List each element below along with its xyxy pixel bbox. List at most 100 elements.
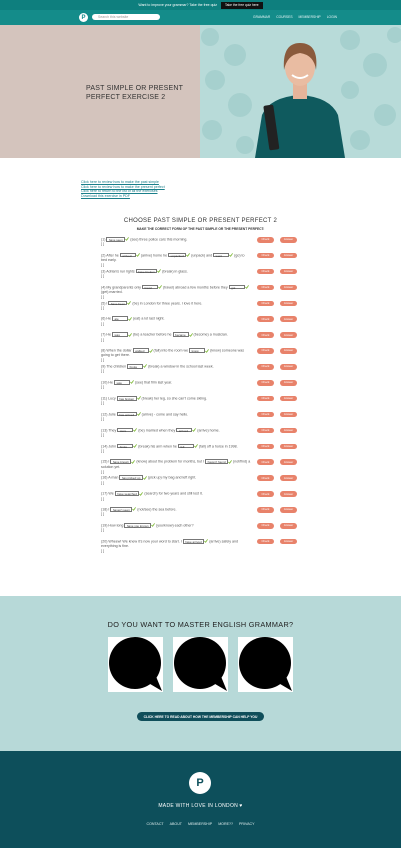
answer-input[interactable]: went bbox=[213, 252, 230, 258]
answer-input[interactable]: were bbox=[117, 427, 134, 433]
question-button[interactable]: Check bbox=[257, 316, 274, 322]
question-button[interactable]: Check bbox=[257, 538, 274, 545]
question-button[interactable]: Answer bbox=[280, 491, 297, 497]
answer-input[interactable]: haven't seen bbox=[110, 507, 133, 512]
answer-input[interactable]: have searched bbox=[114, 491, 140, 496]
question: (19) How long have you known (you/know) … bbox=[101, 523, 297, 539]
footer-link[interactable]: MEMBERSHIP bbox=[188, 822, 213, 826]
footer-link[interactable]: ABOUT bbox=[169, 822, 183, 826]
question-button[interactable]: Check bbox=[257, 380, 274, 386]
quiz-button[interactable]: Take the free quiz here bbox=[221, 1, 263, 9]
question-button[interactable]: Answer bbox=[280, 507, 297, 513]
answer-input[interactable]: unpacked bbox=[168, 252, 187, 258]
question-button[interactable]: Answer bbox=[280, 443, 297, 450]
answer-input[interactable]: have been bbox=[108, 300, 128, 305]
question-button[interactable]: Answer bbox=[280, 459, 297, 465]
question-button[interactable]: Answer bbox=[280, 268, 297, 275]
question-segment: (11) Lucy bbox=[101, 396, 117, 401]
question-button[interactable]: Answer bbox=[280, 380, 297, 386]
question-buttons: Check Answer bbox=[257, 380, 297, 386]
question-button[interactable]: Answer bbox=[280, 348, 297, 354]
question-button[interactable]: Check bbox=[257, 284, 274, 291]
answer-input[interactable]: fell bbox=[177, 443, 194, 449]
nav-link[interactable]: MEMBERSHIP bbox=[298, 15, 321, 19]
answer-input[interactable]: have you known bbox=[124, 523, 152, 528]
answer-input[interactable]: have broken bbox=[135, 268, 158, 274]
question-button[interactable]: Answer bbox=[280, 411, 297, 418]
answer-input[interactable]: was bbox=[111, 332, 128, 337]
question: (15) I have known (know) about the probl… bbox=[101, 459, 297, 475]
question-button[interactable]: Answer bbox=[280, 395, 297, 402]
question-button[interactable]: Answer bbox=[280, 475, 297, 481]
question-button[interactable]: Answer bbox=[280, 364, 297, 370]
question-segment: (you/know) each other? bbox=[155, 523, 194, 528]
intro-link[interactable]: Click here to review how to make the pas… bbox=[81, 180, 159, 184]
question-button[interactable]: Check bbox=[257, 364, 274, 370]
question-button[interactable]: Check bbox=[257, 491, 274, 497]
question-button[interactable]: Answer bbox=[280, 427, 297, 434]
check-icon bbox=[135, 253, 140, 258]
footer-link[interactable]: MORE?? bbox=[218, 822, 233, 826]
question-text: (7) He was (be) a teacher before he beca… bbox=[101, 332, 251, 342]
footer-link[interactable]: CONTACT bbox=[146, 822, 164, 826]
nav-link[interactable]: LOGIN bbox=[326, 15, 337, 19]
logo[interactable]: P bbox=[79, 13, 88, 22]
question-button[interactable]: Answer bbox=[280, 332, 297, 338]
intro-link[interactable]: Download this exercise in PDF bbox=[81, 193, 130, 198]
answer-input[interactable]: haven't found bbox=[205, 459, 229, 464]
question-button[interactable]: Check bbox=[257, 427, 274, 434]
question-button[interactable]: Check bbox=[257, 300, 274, 307]
answer-input[interactable]: broke bbox=[127, 364, 144, 369]
answer-input[interactable]: has arrived bbox=[116, 411, 137, 417]
search-box[interactable]: Search this website bbox=[92, 14, 160, 20]
tagline-text: MADE WITH LOVE IN LONDON bbox=[158, 803, 239, 809]
answer-input[interactable]: became bbox=[172, 332, 189, 337]
question-button[interactable]: Check bbox=[257, 459, 274, 465]
question-segment: (5) I bbox=[101, 300, 109, 305]
question-segment: (15) I bbox=[101, 459, 111, 464]
question-button[interactable]: Answer bbox=[280, 237, 297, 243]
answer-input[interactable]: have known bbox=[110, 459, 132, 464]
question-button[interactable]: Check bbox=[257, 475, 274, 481]
answer-input[interactable]: has broken bbox=[116, 395, 137, 401]
answer-input[interactable]: knew bbox=[189, 348, 206, 353]
nav-link[interactable]: GRAMMAR bbox=[253, 15, 271, 19]
question-button[interactable]: Answer bbox=[280, 538, 297, 545]
question-button[interactable]: Answer bbox=[280, 316, 297, 322]
answer-input[interactable]: have seen bbox=[106, 237, 126, 242]
question-button[interactable]: Check bbox=[257, 395, 274, 402]
question-button[interactable]: Answer bbox=[280, 300, 297, 307]
answer-input[interactable]: got bbox=[228, 284, 245, 290]
answer-input[interactable]: broke bbox=[117, 443, 134, 449]
question-button[interactable]: Check bbox=[257, 237, 274, 243]
answer-input[interactable]: saw bbox=[113, 380, 130, 385]
question-button[interactable]: Check bbox=[257, 411, 274, 418]
answer-input[interactable]: arrived bbox=[119, 252, 136, 258]
answer-input[interactable]: has picked up bbox=[119, 475, 143, 480]
question-button[interactable]: Check bbox=[257, 507, 274, 513]
question-button[interactable]: Check bbox=[257, 348, 274, 354]
answer-input[interactable]: have arrived bbox=[182, 538, 205, 544]
cta-button[interactable]: CLICK HERE TO READ ABOUT HOW THE MEMBERS… bbox=[137, 712, 264, 721]
footer-link[interactable]: PRIVACY bbox=[238, 822, 255, 826]
question-button[interactable]: Answer bbox=[280, 284, 297, 291]
question-button[interactable]: Answer bbox=[280, 523, 297, 529]
check-icon bbox=[157, 269, 162, 273]
question-button[interactable]: Check bbox=[257, 268, 274, 275]
question-button[interactable]: Check bbox=[257, 523, 274, 529]
question-button[interactable]: Answer bbox=[280, 252, 297, 259]
answer-input[interactable]: travel bbox=[141, 284, 158, 290]
question-button[interactable]: Check bbox=[257, 252, 274, 259]
intro-link[interactable]: Click here to review how to make the pre… bbox=[81, 184, 165, 189]
question-button[interactable]: Check bbox=[257, 332, 274, 338]
question-text: (18) I haven't seen (not/see) the sea be… bbox=[101, 507, 251, 517]
intro-link[interactable]: Click here to return to the list of all … bbox=[81, 189, 158, 194]
icon-2 bbox=[173, 637, 228, 692]
answer-input[interactable]: arrived bbox=[176, 427, 193, 433]
answer-input[interactable]: ate bbox=[111, 316, 128, 321]
nav-link[interactable]: COURSES bbox=[276, 15, 293, 19]
question-segment: (search) for two years and still lost it… bbox=[143, 491, 203, 496]
answer-input[interactable]: walked bbox=[132, 348, 149, 353]
question-button[interactable]: Check bbox=[257, 443, 274, 450]
question-segment: (13) They bbox=[101, 427, 118, 432]
